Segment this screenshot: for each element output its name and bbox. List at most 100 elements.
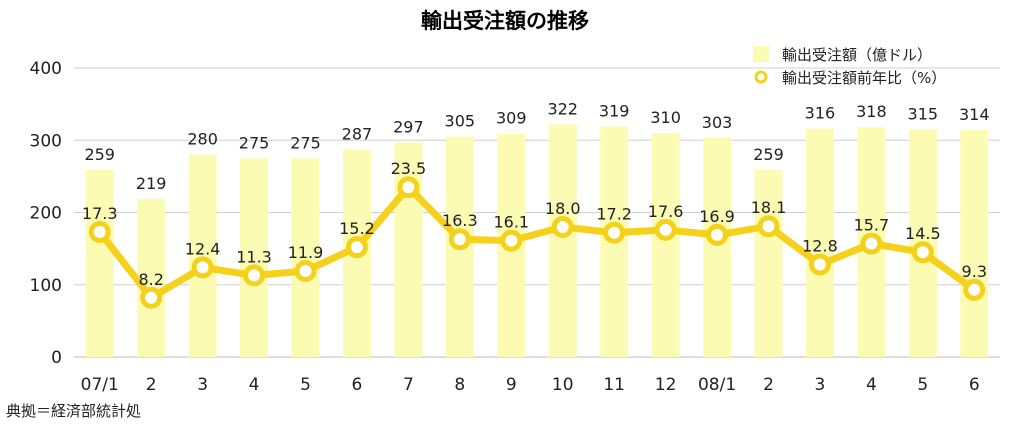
legend: 輸出受注額（億ドル） 輸出受注額前年比（%） (753, 46, 946, 87)
line-point (860, 232, 883, 255)
line-point (345, 236, 368, 259)
x-tick-label: 11 (603, 375, 625, 395)
line-point (140, 286, 163, 309)
bar-value-label: 275 (290, 133, 321, 152)
bar-value-label: 314 (959, 105, 990, 124)
bar-value-label: 315 (908, 104, 939, 123)
bar-value-label: 305 (445, 112, 476, 131)
line-value-label: 17.3 (82, 204, 118, 223)
x-tick-label: 4 (249, 375, 260, 395)
line-value-label: 16.3 (442, 211, 478, 230)
y-tick-label: 300 (30, 131, 62, 151)
x-tick-label: 12 (655, 375, 677, 395)
line-value-label: 16.1 (493, 213, 529, 232)
series-line (96, 183, 977, 302)
bar-value-label: 219 (136, 174, 167, 193)
bar (960, 130, 989, 357)
x-tick-label: 10 (552, 375, 574, 395)
line-value-label: 17.6 (648, 202, 684, 221)
line-point (500, 229, 523, 252)
bar-value-label: 310 (650, 108, 681, 127)
legend-swatch-bar (753, 46, 769, 62)
bar (137, 198, 166, 357)
y-tick-label: 100 (30, 276, 62, 296)
line-value-label: 18.1 (751, 198, 787, 217)
line-point (808, 253, 831, 276)
x-tick-label: 3 (197, 375, 208, 395)
line-point (397, 176, 420, 199)
bar-value-label: 259 (753, 145, 784, 164)
x-tick-label: 07/1 (81, 375, 119, 395)
x-tick-label: 8 (454, 375, 465, 395)
line-point (294, 260, 317, 283)
legend-label-line: 輸出受注額前年比（%） (782, 69, 946, 87)
x-axis: 07/1 2 3 4 5 6 7 8 9 10 11 12 08/1 2 3 4 5 6 (81, 375, 980, 395)
bar-value-label: 319 (599, 102, 630, 121)
source-note: 典拠＝経済部統計処 (6, 402, 142, 420)
line-point (243, 264, 266, 287)
line-value-label: 18.0 (545, 199, 581, 218)
bar (548, 124, 577, 357)
line-value-label: 8.2 (138, 270, 163, 289)
line-value-label: 16.9 (699, 207, 735, 226)
x-tick-label: 6 (969, 375, 980, 395)
line-value-label: 12.8 (802, 237, 838, 256)
line-value-label: 11.3 (236, 247, 272, 266)
line-series: 17.3 8.2 12.4 11.3 11.9 15.2 23.5 16.3 16.1 18.0 1… (82, 159, 987, 309)
y-tick-label: 400 (30, 59, 62, 79)
bar-value-label: 297 (393, 117, 424, 136)
line-point (191, 256, 214, 279)
bar (754, 169, 783, 357)
x-tick-label: 9 (506, 375, 517, 395)
y-tick-label: 200 (30, 204, 62, 224)
line-value-label: 12.4 (185, 239, 221, 258)
x-tick-label: 5 (300, 375, 311, 395)
line-value-label: 14.5 (905, 224, 941, 243)
line-point (911, 241, 934, 264)
line-point (963, 278, 986, 301)
x-tick-label: 5 (917, 375, 928, 395)
line-point (448, 228, 471, 251)
bar (240, 158, 269, 357)
x-tick-label: 3 (815, 375, 826, 395)
line-value-label: 9.3 (962, 262, 987, 281)
x-tick-label: 4 (866, 375, 877, 395)
line-point (654, 218, 677, 241)
bar-value-label: 316 (805, 104, 836, 123)
line-point (757, 215, 780, 238)
line-point (551, 215, 574, 238)
chart-title: 輸出受注額の推移 (421, 9, 589, 33)
line-value-label: 11.9 (288, 243, 324, 262)
bar-value-label: 318 (856, 102, 887, 121)
x-tick-label: 6 (352, 375, 363, 395)
bar (85, 169, 114, 357)
x-tick-label: 2 (146, 375, 157, 395)
y-axis: 0 100 200 300 400 (30, 59, 62, 368)
bar-value-label: 303 (702, 113, 733, 132)
bar (651, 133, 680, 357)
y-tick-label: 0 (51, 348, 62, 368)
bar-value-label: 322 (547, 99, 578, 118)
bar-value-label: 259 (84, 145, 115, 164)
legend-marker-line (754, 70, 768, 84)
x-tick-label: 08/1 (698, 375, 736, 395)
bar (291, 158, 320, 357)
bar (703, 138, 732, 357)
line-point (88, 221, 111, 244)
line-point (706, 223, 729, 246)
gridlines (74, 67, 1000, 358)
bar-value-label: 280 (187, 130, 218, 149)
bar-value-label: 287 (342, 125, 373, 144)
bar-value-label: 309 (496, 109, 527, 128)
x-tick-label: 2 (763, 375, 774, 395)
line-point (603, 221, 626, 244)
bar (188, 154, 217, 357)
legend-label-bar: 輸出受注額（億ドル） (782, 46, 932, 64)
line-value-label: 23.5 (391, 159, 427, 178)
line-value-label: 17.2 (596, 205, 632, 224)
bar (805, 128, 834, 357)
bar-value-label: 275 (239, 133, 270, 152)
line-value-label: 15.2 (339, 219, 375, 238)
x-tick-label: 7 (403, 375, 414, 395)
